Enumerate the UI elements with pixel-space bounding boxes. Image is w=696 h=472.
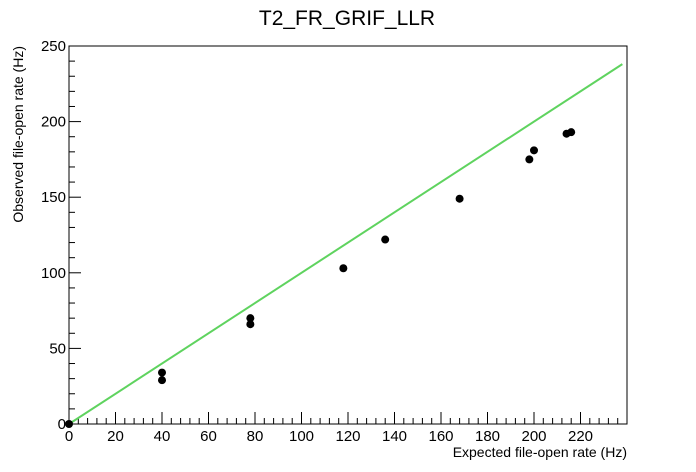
data-point [567, 128, 576, 137]
x-tick-label: 220 [568, 428, 593, 445]
y-tick-label: 50 [49, 340, 66, 357]
x-tick-label: 100 [289, 428, 314, 445]
y-tick-label: 150 [41, 189, 66, 206]
data-point [246, 314, 255, 323]
x-tick-label: 180 [475, 428, 500, 445]
x-tick-label: 80 [247, 428, 264, 445]
data-point [158, 368, 166, 377]
reference-line [68, 63, 623, 425]
data-point [65, 420, 73, 428]
data-point [530, 146, 538, 155]
x-axis-title: Expected file-open rate (Hz) [453, 444, 627, 460]
chart-title: T2_FR_GRIF_LLR [259, 7, 435, 30]
x-axis: 0 20 40 60 80 100 120 140 160 180 200 220 [65, 412, 628, 445]
data-point [158, 376, 166, 385]
data-point [455, 194, 464, 203]
x-tick-label: 60 [200, 428, 217, 445]
x-tick-label: 40 [154, 428, 171, 445]
x-tick-label: 20 [107, 428, 124, 445]
data-point [246, 320, 255, 329]
x-tick-label: 200 [521, 428, 546, 445]
x-tick-label: 0 [65, 428, 73, 445]
y-axis: 0 50 100 150 200 250 [41, 38, 81, 433]
plot-frame [68, 45, 628, 425]
y-axis-title: Observed file-open rate (Hz) [10, 46, 26, 223]
data-point [525, 155, 534, 164]
data-point [339, 264, 348, 273]
y-tick-label: 200 [41, 114, 66, 131]
x-tick-label: 120 [335, 428, 360, 445]
x-tick-label: 140 [382, 428, 407, 445]
y-tick-label: 100 [41, 265, 66, 282]
x-tick-label: 160 [428, 428, 453, 445]
data-point [381, 235, 390, 244]
y-tick-label: 250 [41, 38, 66, 55]
y-tick-label: 0 [58, 416, 66, 433]
data-points [65, 128, 576, 428]
